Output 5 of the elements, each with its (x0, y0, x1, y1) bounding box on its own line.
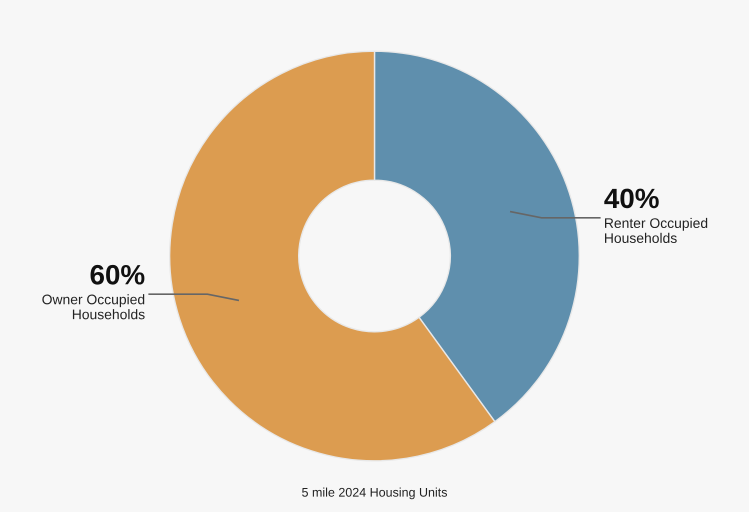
data-label: 60% (90, 264, 144, 285)
text: 5 mile 2024 Housing Units (302, 488, 448, 500)
slice-label: Renter Occupied Households (605, 218, 708, 244)
slice-label: Owner Occupied Households (42, 294, 145, 320)
data-label: 40% (604, 188, 659, 208)
